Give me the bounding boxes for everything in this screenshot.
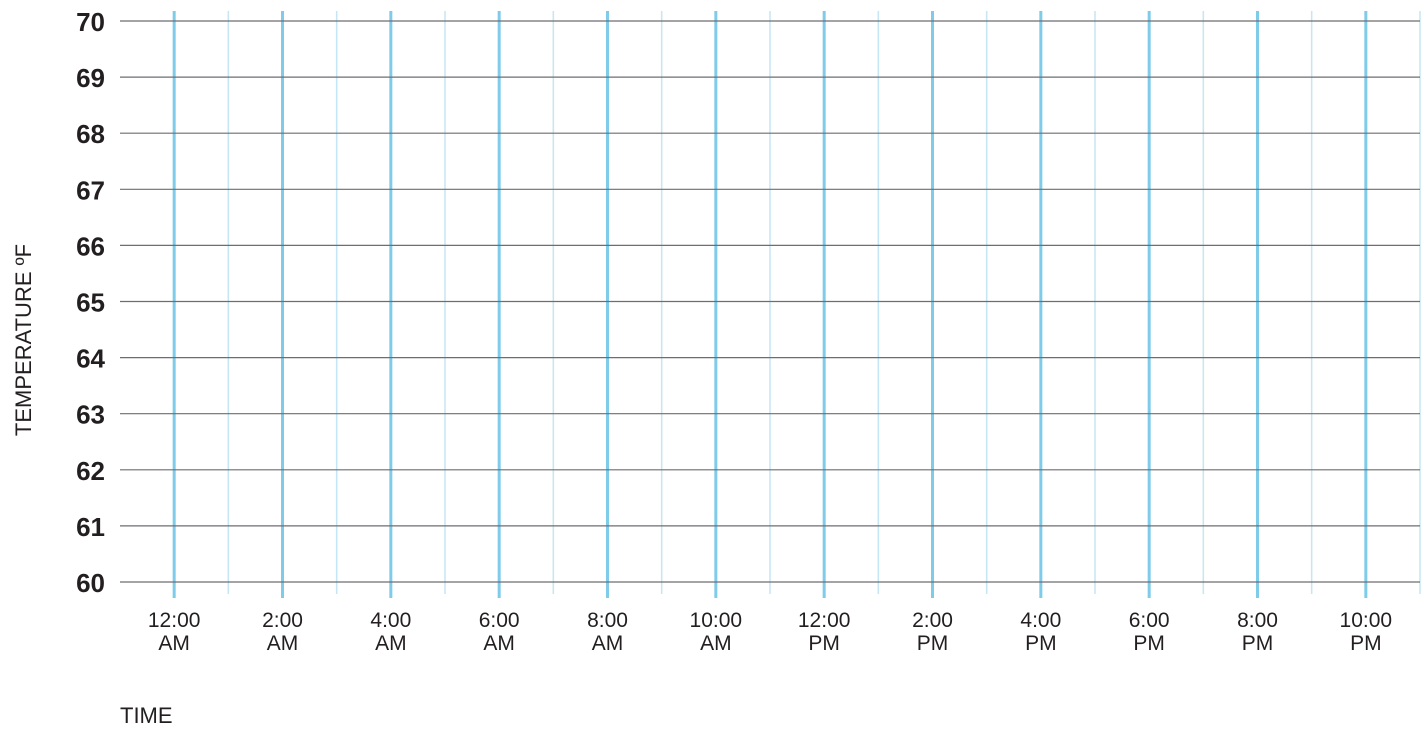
vertical-grid	[172, 11, 1421, 598]
x-tick-label: 6:00	[479, 609, 520, 632]
y-tick-label: 66	[76, 231, 105, 261]
y-tick-label: 62	[76, 456, 105, 486]
x-tick-label: 4:00	[370, 609, 411, 632]
y-tick-label: 68	[76, 119, 105, 149]
x-tick-labels: 12:00AM2:00AM4:00AM6:00AM8:00AM10:00AM12…	[148, 609, 1392, 655]
x-tick-label-period: PM	[1133, 632, 1165, 655]
x-tick-label-period: AM	[158, 632, 190, 655]
x-tick-label-period: PM	[1242, 632, 1274, 655]
x-tick-label-period: AM	[483, 632, 515, 655]
x-tick-label: 12:00	[148, 609, 201, 632]
y-tick-label: 67	[76, 175, 105, 205]
y-tick-label: 64	[76, 344, 105, 374]
horizontal-grid	[120, 20, 1420, 583]
x-axis-title: TIME	[120, 703, 173, 728]
x-tick-label-period: PM	[1025, 632, 1057, 655]
x-tick-label: 4:00	[1020, 609, 1061, 632]
x-tick-label-period: AM	[267, 632, 299, 655]
y-tick-label: 70	[76, 7, 105, 37]
x-tick-label-period: PM	[1350, 632, 1382, 655]
x-tick-label: 6:00	[1129, 609, 1170, 632]
y-tick-label: 60	[76, 568, 105, 598]
y-axis-title: TEMPERATURE ºF	[11, 244, 36, 436]
x-tick-label-period: PM	[808, 632, 840, 655]
y-tick-label: 69	[76, 63, 105, 93]
y-tick-label: 65	[76, 288, 105, 318]
y-tick-label: 63	[76, 400, 105, 430]
x-tick-label-period: PM	[917, 632, 949, 655]
x-tick-label: 2:00	[912, 609, 953, 632]
y-tick-label: 61	[76, 512, 105, 542]
x-tick-label: 8:00	[1237, 609, 1278, 632]
x-tick-label: 12:00	[798, 609, 851, 632]
x-tick-label: 10:00	[690, 609, 743, 632]
x-tick-label: 10:00	[1340, 609, 1393, 632]
x-tick-label-period: AM	[700, 632, 732, 655]
x-tick-label: 2:00	[262, 609, 303, 632]
y-tick-labels: 60 61 62 63 64 65 66 67 68 69 70	[76, 7, 105, 598]
x-tick-label-period: AM	[592, 632, 624, 655]
x-tick-label: 8:00	[587, 609, 628, 632]
x-tick-label-period: AM	[375, 632, 407, 655]
